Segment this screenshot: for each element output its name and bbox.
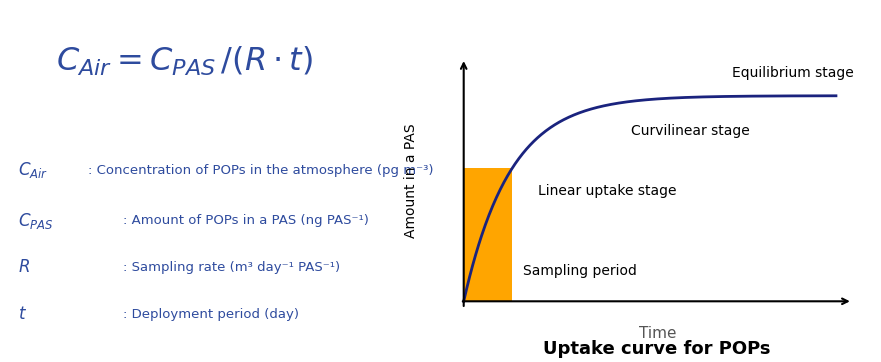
Text: $R$: $R$ <box>18 260 30 276</box>
Text: : Sampling rate (m³ day⁻¹ PAS⁻¹): : Sampling rate (m³ day⁻¹ PAS⁻¹) <box>123 261 340 274</box>
Text: Linear uptake stage: Linear uptake stage <box>538 184 677 198</box>
Text: : Deployment period (day): : Deployment period (day) <box>123 308 300 321</box>
Text: Time: Time <box>639 327 676 341</box>
Text: $C_{Air} = C_{PAS}\,/(R \cdot t)$: $C_{Air} = C_{PAS}\,/(R \cdot t)$ <box>56 45 314 78</box>
Text: Uptake curve for POPs: Uptake curve for POPs <box>543 340 770 358</box>
Text: Sampling period: Sampling period <box>523 264 637 278</box>
Text: Equilibrium stage: Equilibrium stage <box>732 66 854 80</box>
Text: : Concentration of POPs in the atmosphere (pg m⁻³): : Concentration of POPs in the atmospher… <box>88 164 433 177</box>
FancyBboxPatch shape <box>463 168 512 301</box>
Text: Amount in a PAS: Amount in a PAS <box>403 124 418 238</box>
Text: : Amount of POPs in a PAS (ng PAS⁻¹): : Amount of POPs in a PAS (ng PAS⁻¹) <box>123 214 369 227</box>
Text: $t$: $t$ <box>18 307 26 323</box>
Text: Curvilinear stage: Curvilinear stage <box>631 124 750 138</box>
Text: $C_{PAS}$: $C_{PAS}$ <box>18 211 53 231</box>
Text: $C_{Air}$: $C_{Air}$ <box>18 160 48 180</box>
